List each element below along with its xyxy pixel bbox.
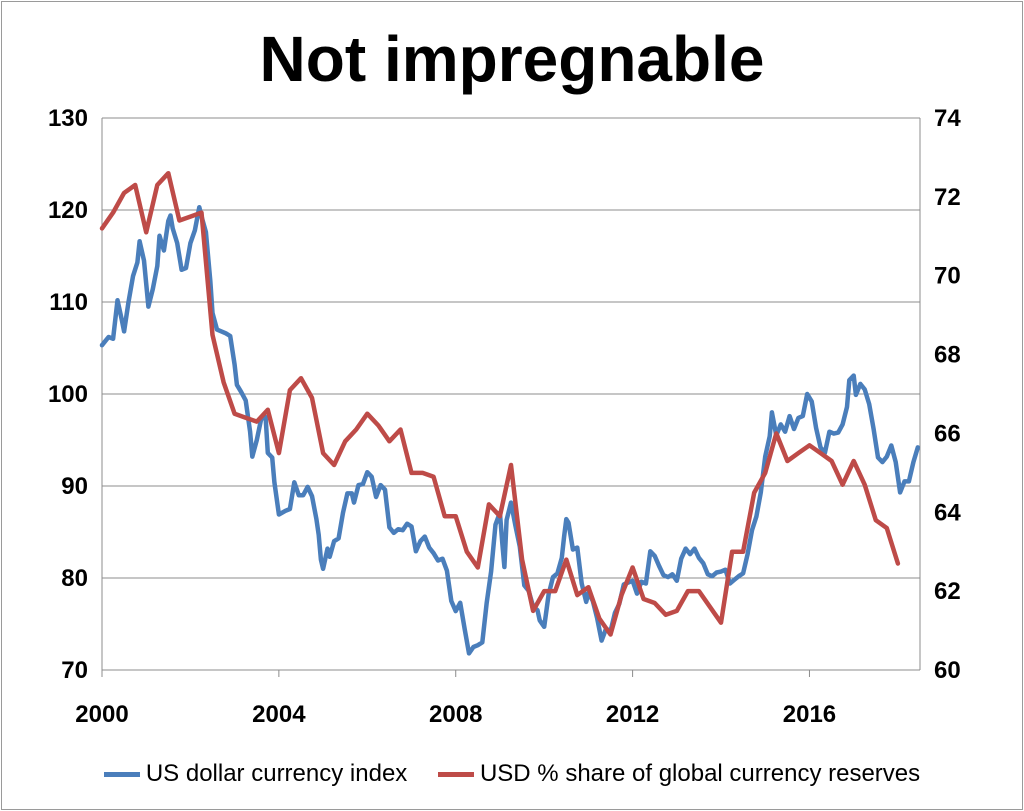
series-line-1 <box>99 170 901 637</box>
x-tick-2016: 2016 <box>783 701 836 728</box>
legend-label-usd-reserves: USD % share of global currency reserves <box>479 760 921 787</box>
y-right-tick-72: 72 <box>934 184 961 211</box>
y-left-tick-120: 120 <box>48 197 88 224</box>
y-right-tick-60: 60 <box>934 657 961 684</box>
x-tick-2004: 2004 <box>252 701 306 728</box>
legend-swatch-usd-reserves <box>437 772 474 778</box>
axes <box>101 118 921 671</box>
series-lines <box>99 170 921 656</box>
y-left-tick-110: 110 <box>49 289 88 316</box>
x-tick-2000: 2000 <box>75 701 128 728</box>
series-line-0 <box>99 204 921 656</box>
legend-item-usd-reserves: USD % share of global currency reserves <box>437 760 921 788</box>
right-axis-ticks: 60 62 64 66 68 70 72 74 <box>934 105 961 684</box>
left-axis-ticks: 70 80 90 100 110 120 130 <box>48 105 88 684</box>
y-right-tick-68: 68 <box>934 342 961 369</box>
gridlines <box>102 117 920 579</box>
y-right-tick-70: 70 <box>934 263 961 290</box>
x-tick-2008: 2008 <box>429 701 482 728</box>
y-right-tick-74: 74 <box>934 105 961 132</box>
y-left-tick-130: 130 <box>48 105 88 132</box>
y-left-tick-100: 100 <box>48 381 88 408</box>
y-right-tick-62: 62 <box>934 578 961 605</box>
y-left-tick-90: 90 <box>61 473 88 500</box>
legend: US dollar currency index USD % share of … <box>0 760 1024 788</box>
legend-label-usd-index: US dollar currency index <box>145 760 408 787</box>
y-left-tick-70: 70 <box>61 657 88 684</box>
x-axis-ticks: 2000 2004 2008 2012 2016 <box>75 670 836 728</box>
legend-item-usd-index: US dollar currency index <box>103 760 408 788</box>
y-right-tick-66: 66 <box>934 420 961 447</box>
chart-title: Not impregnable <box>259 23 765 95</box>
y-left-tick-80: 80 <box>61 565 88 592</box>
line-chart: 70 80 90 100 110 120 130 60 62 64 66 68 70 72 74 2000… <box>48 105 961 728</box>
y-right-tick-64: 64 <box>934 499 961 526</box>
legend-swatch-usd-index <box>103 772 140 778</box>
x-tick-2012: 2012 <box>606 701 659 728</box>
